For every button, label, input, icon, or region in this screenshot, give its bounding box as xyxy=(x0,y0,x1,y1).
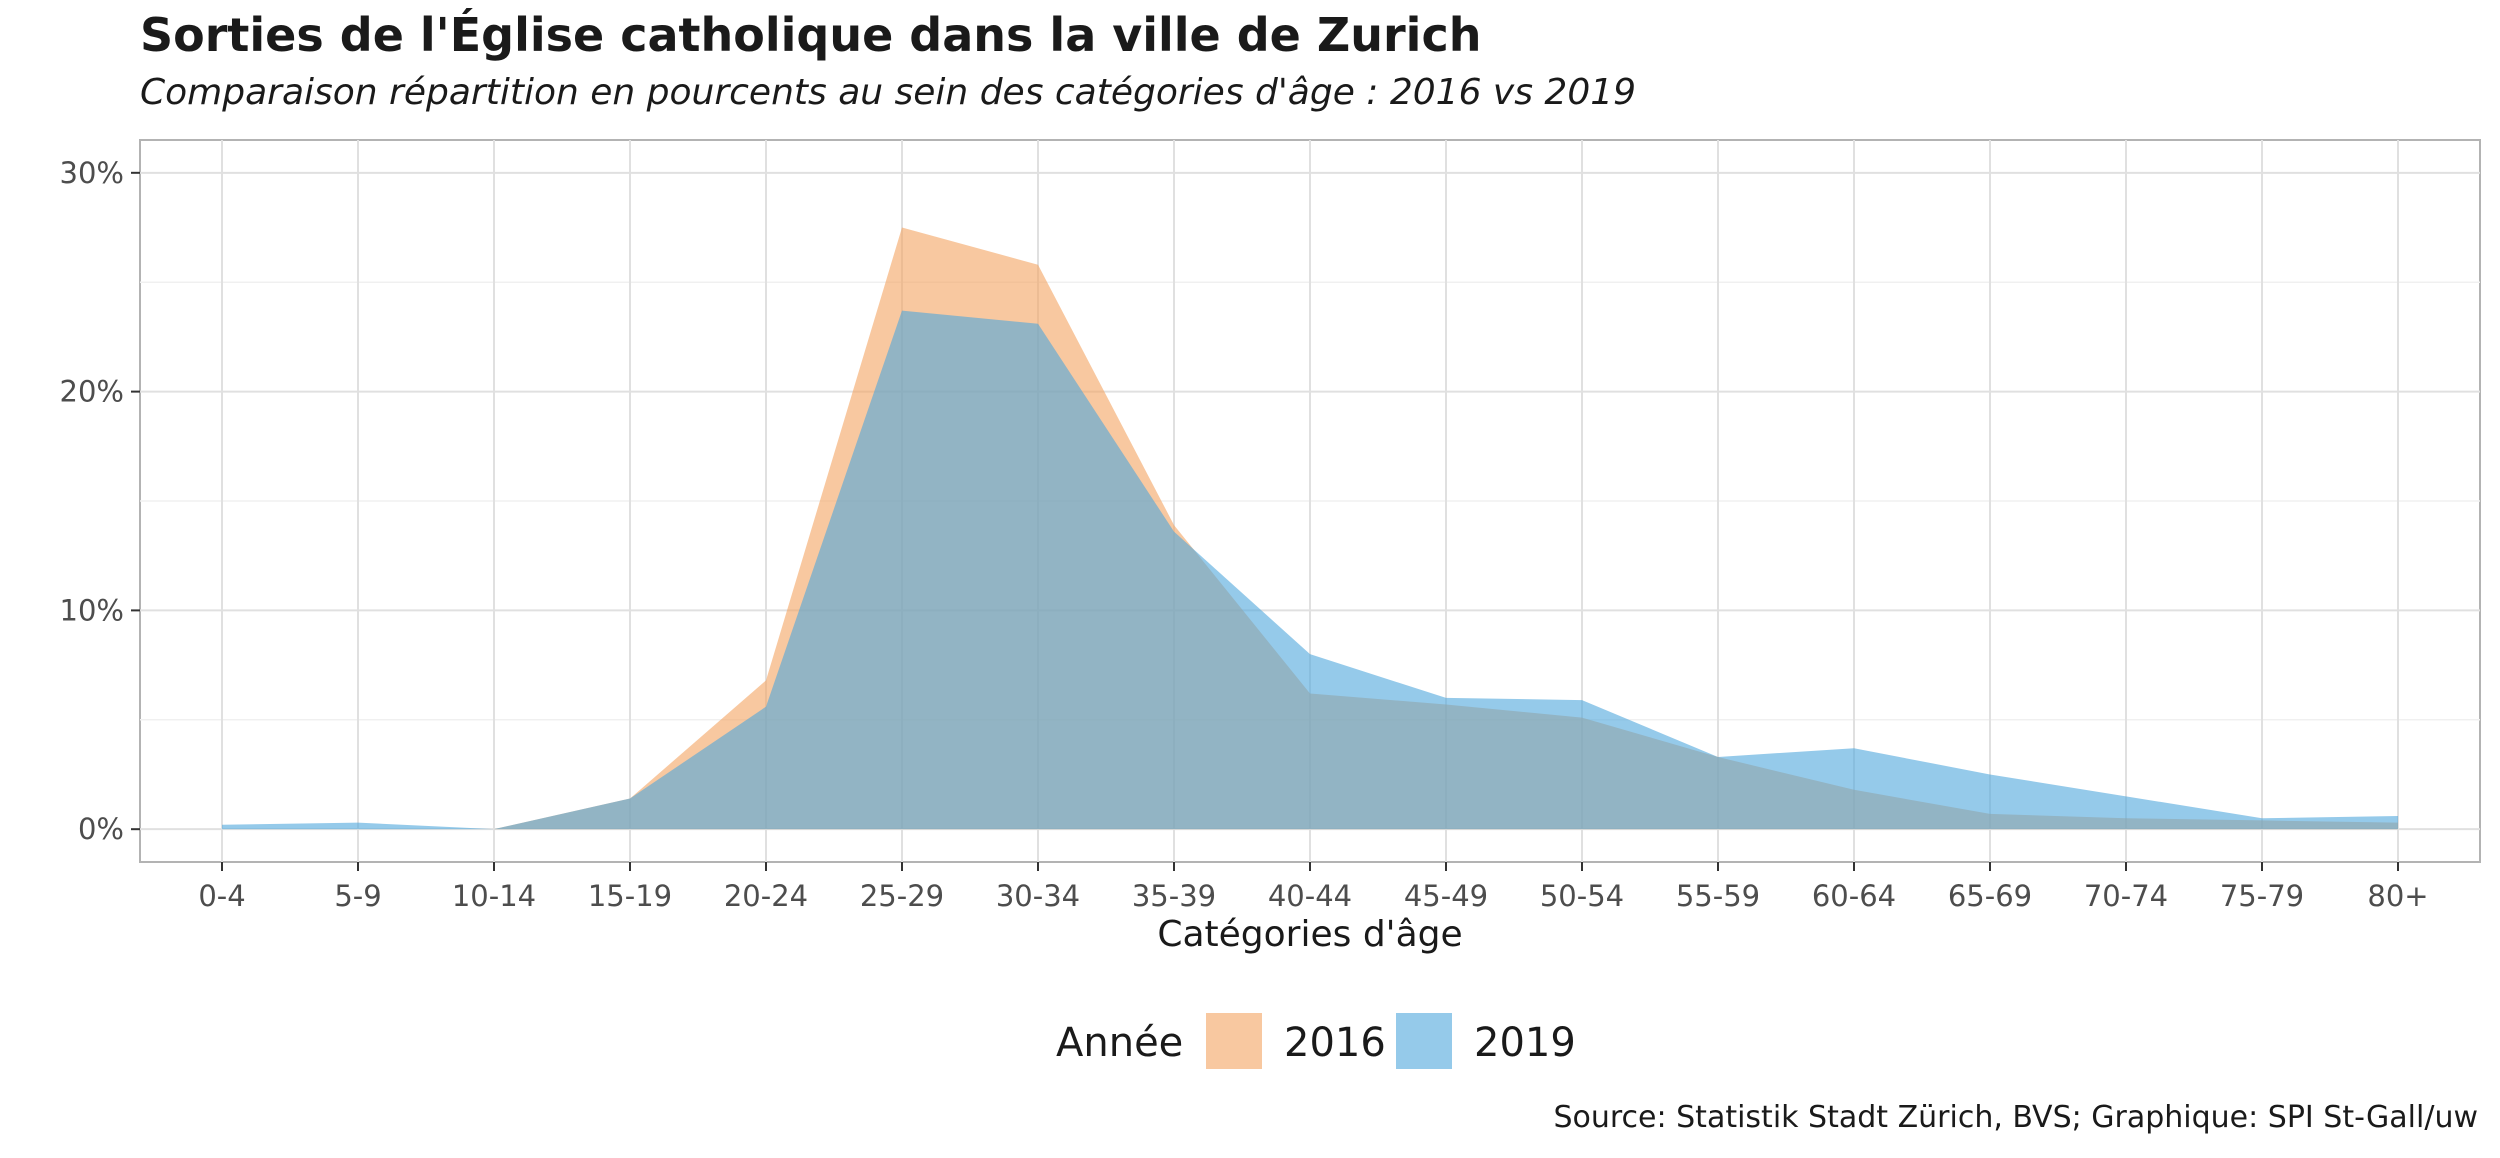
x-tick-label: 10-14 xyxy=(452,879,536,913)
x-tick-label: 45-49 xyxy=(1404,879,1488,913)
x-tick-label: 25-29 xyxy=(860,879,944,913)
x-tick-label: 65-69 xyxy=(1948,879,2032,913)
legend-label-2019: 2019 xyxy=(1474,1020,1576,1066)
legend: Année 2016 2019 xyxy=(1056,1013,1576,1069)
x-tick-label: 35-39 xyxy=(1132,879,1216,913)
x-tick-label: 80+ xyxy=(2367,879,2428,913)
y-axis: 0% 10% 20% 30% xyxy=(60,156,140,846)
y-tick-label: 20% xyxy=(60,375,124,409)
x-tick-label: 0-4 xyxy=(198,879,245,913)
x-axis-title: Catégories d'âge xyxy=(1157,914,1462,955)
x-tick-label: 5-9 xyxy=(334,879,381,913)
legend-label-2016: 2016 xyxy=(1284,1020,1386,1066)
area-series xyxy=(222,227,2398,830)
y-tick-label: 30% xyxy=(60,156,124,190)
x-tick-label: 75-79 xyxy=(2220,879,2304,913)
legend-key-2016 xyxy=(1206,1013,1262,1069)
area-series-2019 xyxy=(222,310,2398,830)
source-caption: Source: Statistik Stadt Zürich, BVS; Gra… xyxy=(1553,1100,2478,1135)
legend-key-2019 xyxy=(1396,1013,1452,1069)
chart-title: Sorties de l'Église catholique dans la v… xyxy=(140,8,1482,62)
x-tick-label: 60-64 xyxy=(1812,879,1896,913)
legend-title: Année xyxy=(1056,1020,1183,1066)
x-axis: 0-4 5-9 10-14 15-19 20-24 25-29 30-34 35-39 40-4… xyxy=(198,862,2429,913)
x-tick-label: 30-34 xyxy=(996,879,1080,913)
x-tick-label: 70-74 xyxy=(2084,879,2168,913)
y-tick-label: 0% xyxy=(78,812,124,846)
x-tick-label: 20-24 xyxy=(724,879,808,913)
x-tick-label: 50-54 xyxy=(1540,879,1624,913)
x-tick-label: 55-59 xyxy=(1676,879,1760,913)
chart-subtitle: Comparaison répartition en pourcents au … xyxy=(140,72,1637,113)
y-tick-label: 10% xyxy=(60,593,124,627)
x-tick-label: 40-44 xyxy=(1268,879,1352,913)
x-tick-label: 15-19 xyxy=(588,879,672,913)
